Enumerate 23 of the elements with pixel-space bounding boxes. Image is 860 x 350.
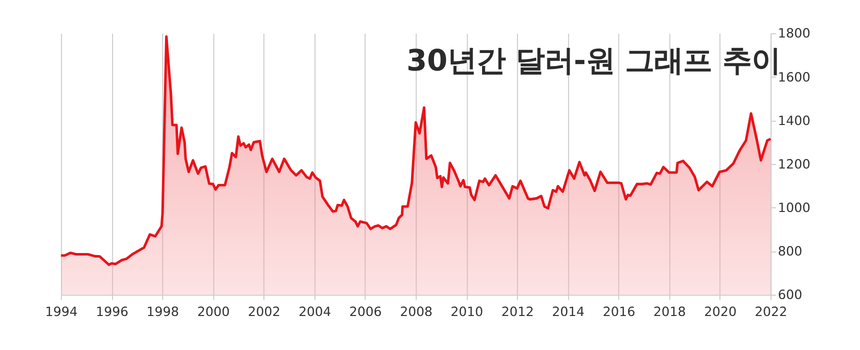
y-tick-label: 800 [778,244,802,260]
x-tick-label: 2004 [298,304,332,320]
x-tick-label: 2010 [450,304,484,320]
y-tick-label: 1800 [778,26,810,42]
x-tick-label: 2012 [501,304,534,320]
x-tick-label: 2006 [349,304,382,320]
x-tick-label: 2016 [602,304,636,320]
y-tick-label: 1600 [778,70,810,86]
x-tick-label: 2000 [197,304,230,320]
x-tick-label: 2002 [248,304,280,320]
x-tick-label: 2018 [653,304,686,320]
x-tick-label: 1998 [146,304,180,320]
y-tick-label: 1200 [778,157,810,172]
x-tick-label: 2020 [704,304,737,320]
x-tick-label: 1996 [96,304,128,320]
y-tick-label: 1000 [778,201,810,216]
chart-title: 30년간 달러-원 그래프 추이 [406,44,780,78]
y-tick-label: 1400 [778,114,810,129]
x-tick-label: 2022 [754,304,788,320]
x-tick-label: 2014 [552,304,585,320]
y-tick-label: 600 [778,288,802,304]
x-tick-label: 1994 [45,304,78,320]
x-tick-label: 2008 [400,304,432,320]
